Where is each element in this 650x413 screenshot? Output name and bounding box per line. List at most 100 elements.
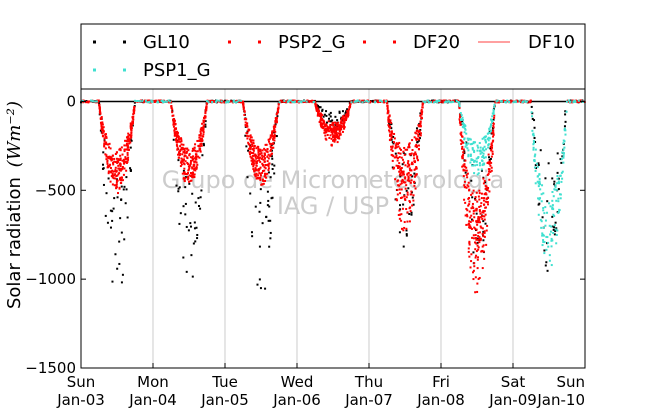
data-point — [388, 126, 391, 129]
data-point — [466, 209, 469, 212]
data-point — [475, 238, 478, 241]
data-point — [190, 159, 193, 162]
data-point — [254, 173, 257, 176]
data-point — [255, 161, 258, 164]
data-point — [413, 152, 416, 155]
data-point — [418, 133, 421, 136]
data-point — [124, 202, 127, 205]
data-point — [379, 99, 382, 102]
data-point — [552, 208, 555, 211]
data-point — [117, 164, 120, 167]
data-point — [345, 113, 348, 116]
data-point — [412, 203, 415, 206]
x-axis: SunJan-03MonJan-04TueJan-05WedJan-06ThuJ… — [56, 363, 586, 409]
data-point — [477, 195, 480, 198]
data-point — [181, 146, 184, 149]
data-point — [498, 100, 501, 103]
data-point — [192, 165, 195, 168]
data-point — [516, 100, 519, 103]
data-point — [272, 136, 275, 139]
data-point — [196, 139, 199, 142]
data-point — [196, 163, 199, 166]
data-point — [468, 200, 471, 203]
data-point — [122, 160, 125, 163]
data-point — [242, 101, 245, 104]
data-point — [402, 229, 405, 232]
data-point — [477, 172, 480, 175]
legend-dot-marker — [123, 40, 126, 44]
data-point — [200, 144, 203, 147]
data-point — [462, 148, 465, 151]
data-point — [170, 105, 173, 108]
data-point — [120, 281, 123, 284]
data-point — [477, 238, 480, 241]
data-point — [401, 158, 404, 161]
data-point — [333, 140, 336, 143]
data-point — [466, 172, 469, 175]
data-point — [464, 159, 467, 162]
data-point — [112, 163, 115, 166]
data-point — [245, 134, 248, 137]
data-point — [256, 155, 259, 158]
data-point — [198, 136, 201, 139]
data-point — [559, 193, 562, 196]
data-point — [400, 170, 403, 173]
data-point — [483, 197, 486, 200]
data-point — [119, 147, 122, 150]
data-point — [402, 170, 405, 173]
data-point — [562, 161, 565, 164]
data-point — [243, 113, 246, 116]
data-point — [350, 101, 353, 104]
data-point — [329, 115, 332, 118]
data-point — [536, 165, 539, 168]
data-point — [179, 161, 182, 164]
data-point — [322, 115, 325, 118]
legend-label: GL10 — [143, 32, 190, 53]
data-point — [415, 167, 418, 170]
data-point — [399, 172, 402, 175]
data-point — [247, 135, 250, 138]
data-point — [125, 188, 128, 191]
data-point — [414, 187, 417, 190]
data-point — [500, 100, 503, 103]
data-point — [547, 245, 550, 248]
data-point — [390, 145, 393, 148]
data-point — [477, 156, 480, 159]
data-point — [120, 198, 123, 201]
data-point — [403, 146, 406, 149]
data-point — [202, 142, 205, 145]
data-point — [272, 129, 275, 132]
data-point — [251, 157, 254, 160]
data-point — [269, 219, 272, 222]
data-point — [318, 114, 321, 117]
data-point — [470, 142, 473, 145]
data-point — [194, 169, 197, 172]
data-point — [400, 219, 403, 222]
data-point — [119, 158, 122, 161]
data-point — [478, 205, 481, 208]
data-point — [129, 122, 132, 125]
data-point — [186, 157, 189, 160]
data-point — [254, 156, 257, 159]
data-point — [168, 101, 171, 104]
data-point — [413, 161, 416, 164]
data-point — [258, 210, 261, 213]
data-point — [278, 101, 281, 104]
data-point — [257, 174, 260, 177]
data-point — [261, 171, 264, 174]
data-point — [198, 139, 201, 142]
data-point — [203, 119, 206, 122]
data-point — [236, 100, 239, 103]
data-point — [480, 250, 483, 253]
data-point — [401, 178, 404, 181]
data-point — [99, 129, 102, 132]
data-point — [274, 130, 277, 133]
data-point — [413, 184, 416, 187]
data-point — [254, 174, 257, 177]
data-point — [248, 138, 251, 141]
data-point — [186, 161, 189, 164]
data-point — [200, 127, 203, 130]
data-point — [128, 142, 131, 145]
data-point — [437, 99, 440, 102]
